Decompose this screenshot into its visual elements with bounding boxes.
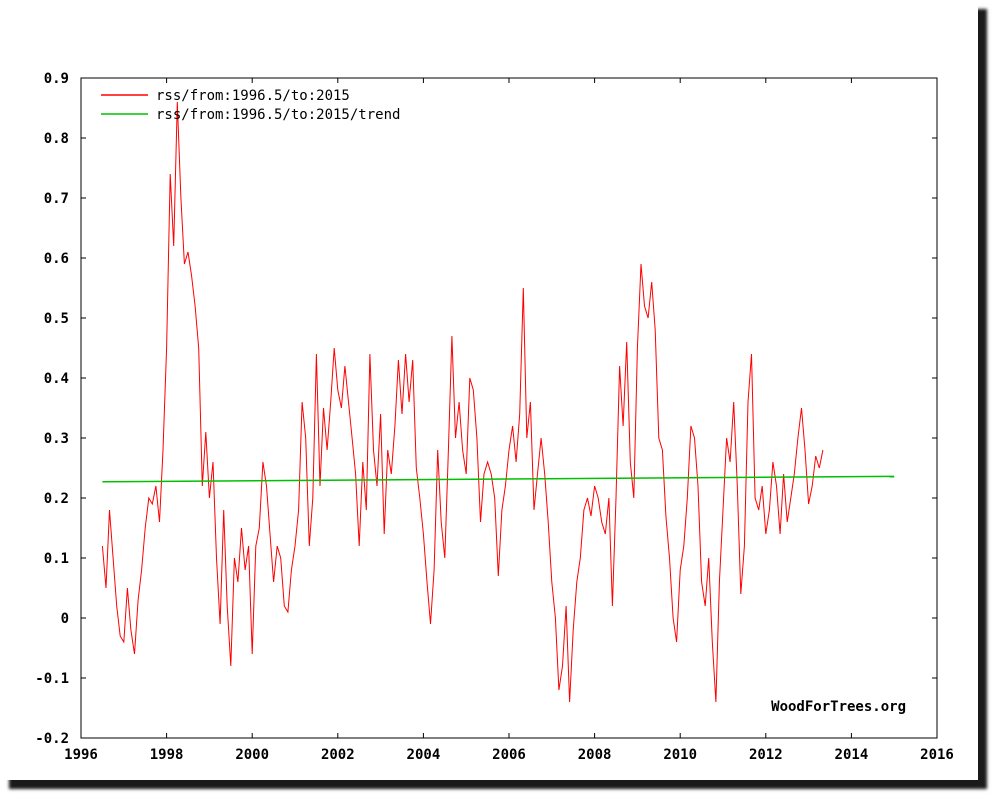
y-tick-label: 0.5 <box>44 311 69 327</box>
y-tick-label: 0.9 <box>44 71 69 87</box>
y-tick-label: 0.6 <box>44 251 69 267</box>
x-tick-label: 2016 <box>920 747 954 763</box>
legend-label: rss/from:1996.5/to:2015 <box>156 88 350 104</box>
y-tick-label: 0 <box>61 611 69 627</box>
x-tick-label: 2012 <box>749 747 783 763</box>
chart-frame: 1996 1998 2000 2002 2004 2006 2008 2010 2012 2014… <box>35 71 954 763</box>
chart-canvas: 1996 1998 2000 2002 2004 2006 2008 2010 2012 2014… <box>35 71 954 763</box>
y-tick-label: -0.2 <box>35 731 69 747</box>
series-layer <box>101 101 895 703</box>
y-tick-label: 0.2 <box>44 491 69 507</box>
x-tick-label: 2006 <box>492 747 526 763</box>
y-tick-label: 0.4 <box>44 371 69 387</box>
x-tick-label: 2010 <box>663 747 697 763</box>
axes-layer: 1996 1998 2000 2002 2004 2006 2008 2010 2012 2014… <box>35 71 954 763</box>
x-tick-label: 2002 <box>321 747 355 763</box>
y-tick-label: 0.3 <box>44 431 69 447</box>
x-tick-label: 1996 <box>64 747 98 763</box>
x-tick-label: 1998 <box>150 747 184 763</box>
y-tick-label: 0.1 <box>44 551 69 567</box>
x-tick-label: 2014 <box>835 747 869 763</box>
x-tick-label: 2004 <box>407 747 441 763</box>
series-line-rss <box>101 101 824 703</box>
series-line-trend <box>102 475 895 483</box>
legend-label: rss/from:1996.5/to:2015/trend <box>156 107 400 123</box>
x-tick-label: 2008 <box>578 747 612 763</box>
legend: rss/from:1996.5/to:2015 rss/from:1996.5/t… <box>101 88 400 123</box>
y-tick-label: -0.1 <box>35 671 69 687</box>
plot-border <box>80 77 938 739</box>
x-tick-label: 2000 <box>235 747 269 763</box>
credit-label: WoodForTrees.org <box>771 699 906 715</box>
y-tick-label: 0.7 <box>44 191 69 207</box>
y-tick-label: 0.8 <box>44 131 69 147</box>
